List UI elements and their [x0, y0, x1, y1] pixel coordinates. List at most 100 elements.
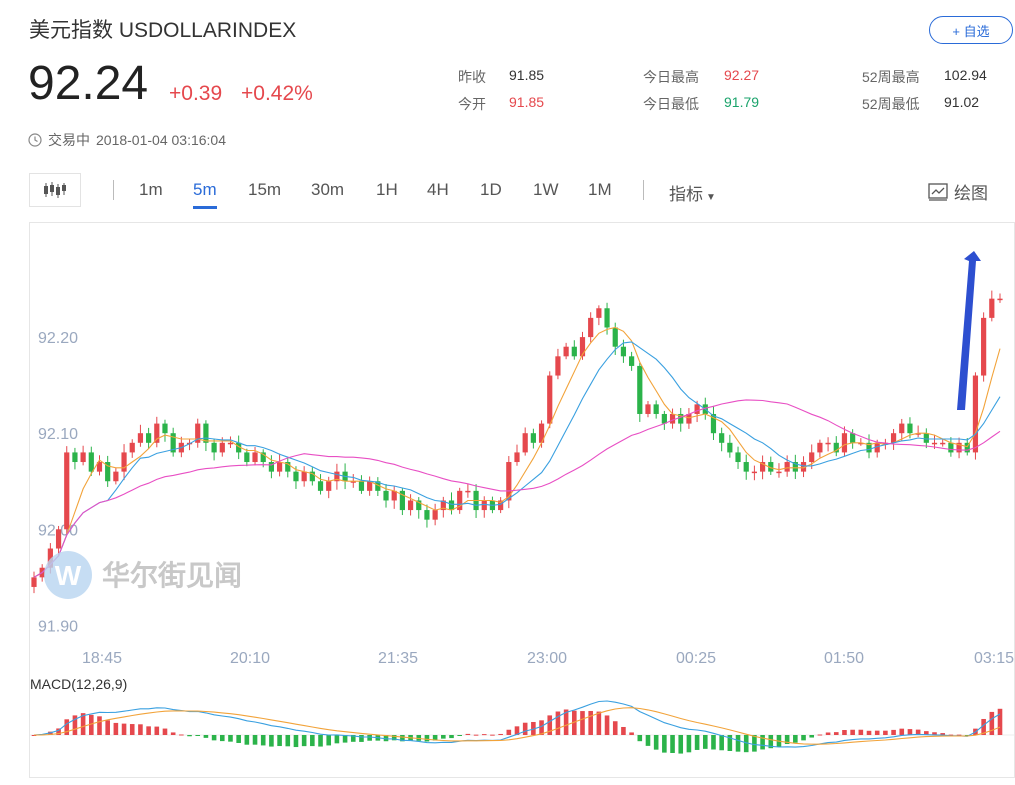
period-15m[interactable]: 15m: [248, 180, 282, 199]
watermark-text: 华尔街见闻: [102, 559, 242, 591]
macd-bar: [367, 735, 372, 741]
caret-down-icon: ▼: [706, 192, 716, 203]
candle: [195, 418, 201, 448]
candle: [326, 476, 332, 499]
candle: [735, 446, 741, 469]
macd-bar: [203, 735, 209, 738]
period-1w[interactable]: 1W: [533, 180, 559, 199]
candle: [686, 408, 692, 429]
macd-bar: [784, 735, 790, 745]
macd-bar: [121, 723, 127, 735]
candle: [55, 525, 62, 557]
macd-bar: [391, 735, 397, 741]
period-1m[interactable]: 1m: [139, 180, 163, 199]
macd-bar: [752, 735, 757, 752]
macd-bar: [662, 735, 667, 753]
macd-bar: [219, 735, 225, 742]
toolbar-separator: [643, 180, 644, 200]
indicator-dropdown[interactable]: 指标 ▼: [669, 185, 716, 204]
stat-open: 今开 91.85: [458, 94, 545, 112]
draw-button[interactable]: 绘图: [928, 179, 988, 204]
candle: [530, 428, 536, 449]
macd-bar: [187, 735, 192, 737]
macd-bar: [596, 711, 602, 735]
macd-bar: [252, 735, 258, 745]
macd-bar: [260, 735, 266, 746]
macd-bar: [481, 734, 487, 736]
candle: [850, 429, 856, 449]
macd-bar: [310, 735, 315, 747]
macd-bar: [907, 729, 913, 735]
macd-bar: [80, 713, 86, 735]
candlestick-type-button[interactable]: [29, 173, 81, 207]
candle: [555, 348, 561, 380]
macd-bar: [522, 722, 528, 735]
period-30m[interactable]: 30m: [311, 180, 345, 199]
macd-bar: [956, 734, 962, 736]
status-timestamp: 2018-01-04 03:16:04: [96, 132, 226, 148]
candle: [358, 475, 365, 494]
candle: [88, 446, 94, 476]
macd-bar: [981, 718, 986, 735]
candle: [154, 416, 160, 448]
period-1mo[interactable]: 1M: [588, 180, 612, 199]
period-1h[interactable]: 1H: [376, 180, 398, 199]
macd-bar: [473, 734, 479, 736]
period-1d[interactable]: 1D: [480, 180, 502, 199]
macd-bar: [465, 733, 471, 735]
candle: [629, 351, 635, 371]
candle: [514, 444, 520, 466]
candle: [571, 340, 577, 360]
period-5m[interactable]: 5m: [193, 180, 217, 209]
macd-bar: [833, 732, 839, 735]
macd-bar: [293, 735, 299, 748]
macd-bar: [612, 721, 618, 735]
macd-bar: [768, 735, 774, 749]
macd-bar: [817, 734, 823, 736]
macd-bar: [432, 735, 438, 741]
candle: [833, 436, 839, 457]
trading-status: 交易中 2018-01-04 03:16:04: [28, 130, 226, 150]
stat-day-high: 今日最高 92.27: [643, 67, 760, 85]
macd-dea-line: [33, 707, 1001, 745]
candle: [424, 504, 430, 528]
candle: [96, 455, 103, 476]
macd-bar: [694, 735, 700, 750]
candle: [121, 444, 127, 481]
candle: [751, 465, 758, 481]
candle: [710, 405, 717, 440]
x-tick-label: 20:10: [230, 650, 270, 667]
macd-bar: [146, 726, 151, 735]
up-arrow-annotation: [957, 251, 981, 410]
macd-bar: [899, 728, 905, 735]
macd-bar: [874, 730, 880, 735]
candle: [416, 497, 422, 519]
macd-bar: [743, 735, 749, 753]
watermark-logo-icon: [44, 551, 92, 599]
candle: [334, 463, 340, 490]
stat-52w-high: 52周最高 102.94: [862, 67, 987, 85]
macd-bar: [441, 735, 446, 739]
macd-bar: [89, 714, 94, 735]
macd-bar: [563, 709, 569, 735]
candle: [669, 408, 676, 429]
macd-bar: [809, 735, 815, 738]
candle: [981, 312, 987, 382]
candle: [809, 444, 815, 470]
macd-bar: [236, 735, 241, 743]
candle: [678, 407, 684, 432]
macd-bar: [211, 735, 217, 741]
candle: [923, 428, 929, 449]
macd-bar: [572, 710, 577, 735]
macd-bar: [891, 729, 896, 735]
add-favorite-button[interactable]: + 自选: [929, 16, 1013, 44]
candle: [498, 497, 504, 514]
macd-bar: [653, 735, 659, 750]
candle: [645, 401, 651, 418]
macd-bar: [915, 729, 921, 735]
period-4h[interactable]: 4H: [427, 180, 449, 199]
candle: [825, 437, 831, 452]
macd-bar: [113, 722, 119, 735]
